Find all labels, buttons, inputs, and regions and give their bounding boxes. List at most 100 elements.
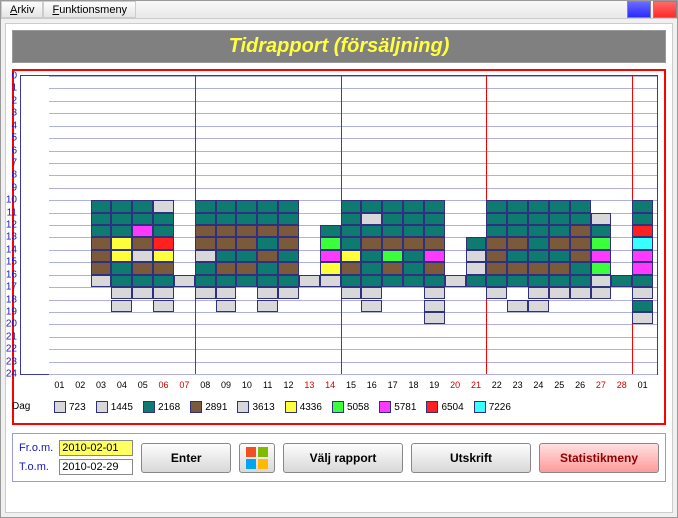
heatmap-cell — [591, 262, 612, 274]
heatmap-cell — [278, 237, 299, 249]
to-date-input[interactable] — [59, 459, 133, 475]
heatmap-cell — [257, 275, 278, 287]
heatmap-cell — [216, 275, 237, 287]
heatmap-cell — [570, 237, 591, 249]
heatmap-cell — [361, 262, 382, 274]
heatmap-cell — [486, 250, 507, 262]
heatmap-cell — [486, 213, 507, 225]
heatmap-cell — [216, 287, 237, 299]
heatmap-cell — [320, 275, 341, 287]
heatmap-cell — [278, 275, 299, 287]
heatmap-cell — [132, 237, 153, 249]
heatmap-cell — [111, 275, 132, 287]
heatmap-cell — [424, 250, 445, 262]
heatmap-cell — [486, 262, 507, 274]
heatmap-cell — [216, 200, 237, 212]
heatmap-cell — [424, 300, 445, 312]
heatmap-cell — [611, 275, 632, 287]
heatmap-cell — [236, 225, 257, 237]
heatmap-cell — [632, 300, 653, 312]
heatmap-cell — [549, 225, 570, 237]
legend-label: 2891 — [205, 402, 227, 413]
heatmap-cell — [424, 213, 445, 225]
close-button[interactable] — [653, 1, 677, 18]
heatmap-cell — [91, 213, 112, 225]
x-tick-label: 24 — [533, 380, 543, 390]
chart-frame: 0123456789101112131415161718192021222324… — [12, 69, 666, 425]
heatmap-cell — [591, 237, 612, 249]
y-tick-label: 8 — [0, 170, 17, 181]
heatmap-cell — [382, 200, 403, 212]
valj-rapport-button[interactable]: Välj rapport — [283, 443, 403, 473]
y-tick-label: 20 — [0, 319, 17, 330]
menu-arkiv[interactable]: Arkiv — [1, 1, 43, 18]
y-tick-label: 1 — [0, 83, 17, 94]
legend-swatch — [379, 401, 391, 413]
heatmap-cell — [341, 287, 362, 299]
heatmap-cell — [111, 250, 132, 262]
heatmap-cell — [382, 237, 403, 249]
x-tick-label: 25 — [554, 380, 564, 390]
legend-item: 723 — [54, 401, 86, 413]
heatmap-cell — [507, 237, 528, 249]
y-tick-label: 4 — [0, 120, 17, 131]
date-block: Fr.o.m. T.o.m. — [19, 440, 133, 475]
x-tick-label: 07 — [179, 380, 189, 390]
statistikmeny-button[interactable]: Statistikmeny — [539, 443, 659, 473]
heatmap-cell — [632, 250, 653, 262]
heatmap-cell — [486, 237, 507, 249]
y-tick-label: 6 — [0, 145, 17, 156]
heatmap-cell — [153, 262, 174, 274]
heatmap-cell — [361, 237, 382, 249]
y-tick-label: 2 — [0, 95, 17, 106]
heatmap-cell — [507, 200, 528, 212]
heatmap-cell — [632, 225, 653, 237]
heatmap-cell — [216, 300, 237, 312]
from-date-input[interactable] — [59, 440, 133, 456]
heatmap-cell — [195, 225, 216, 237]
legend-label: 4336 — [300, 402, 322, 413]
heatmap-cell — [549, 287, 570, 299]
menu-funktionsmeny[interactable]: Funktionsmeny — [43, 1, 136, 18]
x-tick-label: 01 — [54, 380, 64, 390]
heatmap-cell — [507, 225, 528, 237]
heatmap-cell — [257, 237, 278, 249]
heatmap-cell — [382, 250, 403, 262]
utskrift-button[interactable]: Utskrift — [411, 443, 531, 473]
x-tick-label: 22 — [492, 380, 502, 390]
enter-button[interactable]: Enter — [141, 443, 231, 473]
heatmap-cell — [591, 287, 612, 299]
legend-label: 7226 — [489, 402, 511, 413]
legend-label: 6504 — [441, 402, 463, 413]
heatmap-cell — [632, 275, 653, 287]
heatmap-cell — [341, 213, 362, 225]
x-tick-label: 10 — [242, 380, 252, 390]
heatmap-cell — [382, 225, 403, 237]
heatmap-cell — [278, 287, 299, 299]
x-tick-label: 03 — [96, 380, 106, 390]
heatmap-cell — [632, 312, 653, 324]
minimize-button[interactable] — [627, 1, 651, 18]
heatmap-cell — [507, 275, 528, 287]
heatmap-cell — [132, 200, 153, 212]
heatmap-cell — [549, 213, 570, 225]
logo-icon[interactable] — [239, 443, 275, 473]
x-tick-label: 20 — [450, 380, 460, 390]
heatmap-cell — [111, 287, 132, 299]
x-tick-label: 06 — [159, 380, 169, 390]
heatmap-cell — [236, 213, 257, 225]
page-title: Tidrapport (försäljning) — [12, 30, 666, 63]
heatmap-cell — [132, 225, 153, 237]
legend-item: 1445 — [96, 401, 133, 413]
heatmap-cell — [486, 200, 507, 212]
heatmap-cell — [195, 262, 216, 274]
heatmap-cell — [528, 213, 549, 225]
y-tick-label: 19 — [0, 306, 17, 317]
heatmap-cell — [153, 275, 174, 287]
heatmap-cell — [320, 237, 341, 249]
legend-label: 2168 — [158, 402, 180, 413]
heatmap-cell — [570, 213, 591, 225]
heatmap-cell — [632, 213, 653, 225]
heatmap-cell — [591, 250, 612, 262]
x-tick-label: 28 — [617, 380, 627, 390]
